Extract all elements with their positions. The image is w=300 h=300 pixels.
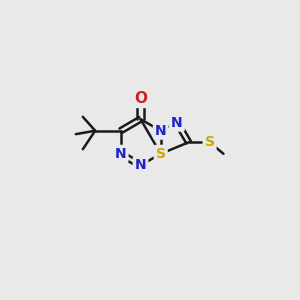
Text: S: S [205,135,214,149]
Text: N: N [115,147,127,161]
Text: N: N [135,158,146,172]
Text: O: O [134,91,147,106]
Text: N: N [171,116,183,130]
Text: N: N [155,124,167,138]
Text: S: S [156,147,166,161]
